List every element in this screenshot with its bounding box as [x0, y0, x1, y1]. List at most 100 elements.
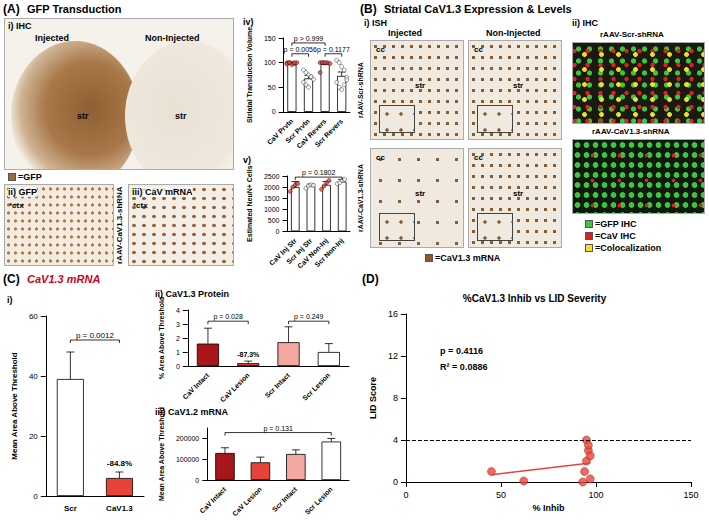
svg-text:0: 0: [176, 363, 180, 370]
svg-text:50: 50: [268, 84, 276, 91]
svg-text:p > 0.999: p > 0.999: [294, 35, 323, 43]
html-text:=GFP IHC: =GFP IHC: [595, 219, 637, 229]
svg-text:Mean Area Above Threshold: Mean Area Above Threshold: [10, 352, 19, 460]
svg-text:0: 0: [195, 477, 199, 484]
html-text:=GFP: =GFP: [18, 172, 42, 182]
html-text:ii) IHC: ii) IHC: [572, 18, 598, 28]
svg-text:100: 100: [588, 490, 603, 500]
svg-text:8: 8: [393, 393, 398, 403]
html-text:Injected: Injected: [388, 28, 422, 38]
svg-text:0: 0: [393, 477, 398, 487]
svg-text:CaV1.3: CaV1.3: [106, 504, 133, 513]
svg-text:iii) CaV1.2 mRNA: iii) CaV1.2 mRNA: [155, 407, 229, 417]
html-text:rAAV-CaV1.3-shRNA: rAAV-CaV1.3-shRNA: [115, 186, 124, 264]
svg-text:iv): iv): [243, 17, 254, 27]
svg-text:100: 100: [264, 59, 276, 66]
svg-text:CaV Inj Str: CaV Inj Str: [267, 236, 298, 267]
html-text:=CaV1.3 mRNA: =CaV1.3 mRNA: [435, 253, 501, 263]
svg-text:-84.8%: -84.8%: [107, 459, 132, 468]
svg-text:Estimated NeuN+ Cells: Estimated NeuN+ Cells: [246, 165, 253, 242]
html-text:=CaV IHC: =CaV IHC: [595, 231, 636, 241]
html-text:i) IHC: i) IHC: [8, 21, 32, 31]
svg-text:1: 1: [176, 349, 180, 356]
svg-text:R² = 0.0886: R² = 0.0886: [440, 362, 487, 372]
svg-text:% Area Above Threshold: % Area Above Threshold: [158, 297, 165, 379]
svg-text:CaV Non-Inj: CaV Non-Inj: [296, 236, 329, 270]
svg-text:CaV Prvtn: CaV Prvtn: [265, 117, 295, 146]
svg-text:100000: 100000: [176, 456, 199, 463]
svg-text:%CaV1.3 Inhib vs LID Severity: %CaV1.3 Inhib vs LID Severity: [463, 293, 607, 304]
svg-text:p = 0.1177: p = 0.1177: [317, 46, 350, 54]
svg-text:Mean Area Above Threshold: Mean Area Above Threshold: [158, 407, 165, 501]
html-text:str: str: [175, 111, 187, 121]
html-text:CaV1.3 mRNA: CaV1.3 mRNA: [27, 273, 101, 285]
svg-text:50: 50: [496, 490, 506, 500]
svg-text:40: 40: [29, 372, 38, 381]
html-text:=Colocalization: =Colocalization: [595, 243, 662, 253]
svg-text:CaV Lesion: CaV Lesion: [219, 372, 251, 404]
svg-text:Scr Inj Str: Scr Inj Str: [285, 236, 314, 266]
svg-text:CaV Intact: CaV Intact: [198, 485, 228, 515]
svg-text:CaV Intact: CaV Intact: [181, 371, 211, 401]
svg-text:Scr Intact: Scr Intact: [264, 371, 292, 399]
svg-text:% Inhib: % Inhib: [532, 503, 564, 513]
svg-text:Striatal Transduction Volume: Striatal Transduction Volume: [246, 27, 253, 123]
svg-text:Scr Lesion: Scr Lesion: [301, 372, 331, 402]
html-text:str: str: [77, 111, 89, 121]
svg-text:-87.3%: -87.3%: [237, 351, 260, 358]
html-text:*ctx: *ctx: [133, 201, 148, 210]
svg-text:p = 0.028: p = 0.028: [213, 313, 242, 321]
svg-text:LID Score: LID Score: [368, 377, 378, 419]
html-text:i) ISH: i) ISH: [364, 18, 387, 28]
svg-text:1500: 1500: [264, 195, 280, 202]
svg-text:p = 0.249: p = 0.249: [294, 313, 323, 321]
svg-text:Scr Revers: Scr Revers: [313, 117, 344, 148]
svg-text:2: 2: [176, 335, 180, 342]
html-text:(C): (C): [3, 272, 20, 286]
html-text:Striatal CaV1.3 Expression & L: Striatal CaV1.3 Expression & Levels: [384, 3, 572, 15]
svg-text:0: 0: [272, 108, 276, 115]
html-text:(A): (A): [3, 2, 20, 16]
svg-text:0: 0: [276, 228, 280, 235]
svg-text:3: 3: [176, 321, 180, 328]
svg-text:200000: 200000: [176, 435, 199, 442]
svg-text:CaV Lesion: CaV Lesion: [231, 486, 263, 518]
html-text:Non-Injected: Non-Injected: [486, 28, 541, 38]
html-text:ii) GFP: ii) GFP: [8, 187, 37, 197]
svg-text:150: 150: [683, 490, 698, 500]
svg-text:i): i): [7, 295, 13, 305]
svg-text:150: 150: [264, 35, 276, 42]
svg-text:v): v): [243, 155, 251, 165]
svg-text:Scr Prvtn: Scr Prvtn: [284, 117, 311, 145]
svg-text:Scr Non-Inj: Scr Non-Inj: [313, 237, 345, 269]
html-text:*ctx: *ctx: [9, 201, 24, 210]
svg-text:Scr: Scr: [64, 504, 77, 513]
svg-text:p = 0.0056: p = 0.0056: [284, 46, 317, 54]
svg-text:60: 60: [29, 312, 38, 321]
svg-text:500: 500: [268, 217, 280, 224]
html-text:GFP Transduction: GFP Transduction: [27, 3, 122, 15]
html-text:iii) CaV mRNA: iii) CaV mRNA: [132, 187, 193, 197]
html-text:Non-Injected: Non-Injected: [145, 33, 200, 43]
html-text:(D): (D): [362, 272, 379, 286]
svg-text:4: 4: [393, 435, 398, 445]
svg-text:CaV Revers: CaV Revers: [295, 117, 328, 150]
html-text:Injected: Injected: [35, 33, 69, 43]
svg-text:0: 0: [403, 490, 408, 500]
svg-text:p = 0.0012: p = 0.0012: [76, 331, 115, 340]
svg-text:2500: 2500: [264, 173, 280, 180]
svg-text:4: 4: [176, 307, 180, 314]
html-text:(B): (B): [360, 2, 377, 16]
svg-text:ii) CaV1.3 Protein: ii) CaV1.3 Protein: [155, 289, 229, 299]
svg-text:2000: 2000: [264, 184, 280, 191]
svg-text:p = 0.131: p = 0.131: [263, 425, 292, 433]
svg-text:Scr Lesion: Scr Lesion: [304, 486, 334, 516]
svg-text:20: 20: [29, 432, 38, 441]
svg-text:1000: 1000: [264, 206, 280, 213]
svg-text:12: 12: [388, 351, 398, 361]
svg-text:0: 0: [33, 492, 38, 501]
svg-text:Scr Intact: Scr Intact: [271, 485, 299, 513]
svg-text:p = 0.4116: p = 0.4116: [440, 346, 483, 356]
svg-text:16: 16: [388, 309, 398, 319]
svg-text:p = 0.1802: p = 0.1802: [302, 169, 335, 177]
